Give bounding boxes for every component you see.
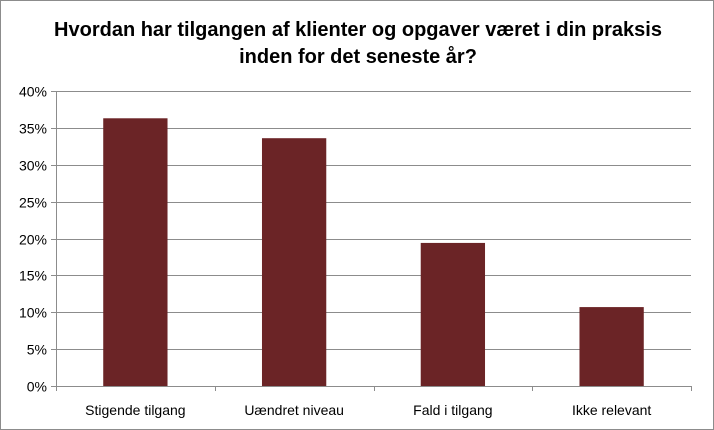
bar-4 — [579, 307, 644, 386]
axes — [51, 91, 692, 391]
y-tick-label: 25% — [19, 195, 47, 211]
bar-2 — [261, 138, 327, 386]
y-tick-label: 15% — [19, 268, 47, 284]
y-tick-label: 30% — [19, 158, 47, 174]
category-label: Fald i tilgang — [413, 402, 492, 418]
y-tick-label: 0% — [27, 379, 47, 395]
y-tick-label: 10% — [19, 305, 47, 321]
category-label: Stigende tilgang — [85, 402, 185, 418]
bars — [103, 118, 644, 386]
bar-1 — [103, 118, 168, 386]
y-tick-label: 35% — [19, 121, 47, 137]
y-tick-label: 5% — [27, 342, 47, 358]
category-label: Ikke relevant — [572, 402, 651, 418]
bar-3 — [420, 242, 486, 386]
chart-title: Hvordan har tilgangen af klienter og opg… — [54, 19, 662, 68]
y-tick-label: 40% — [19, 84, 47, 100]
category-label: Uændret niveau — [244, 402, 344, 418]
axis-labels: 0% 5% 10% 15% 20% 25% 30% 35% 40% Stigende tilgan… — [19, 84, 651, 419]
y-tick-label: 20% — [19, 232, 47, 248]
